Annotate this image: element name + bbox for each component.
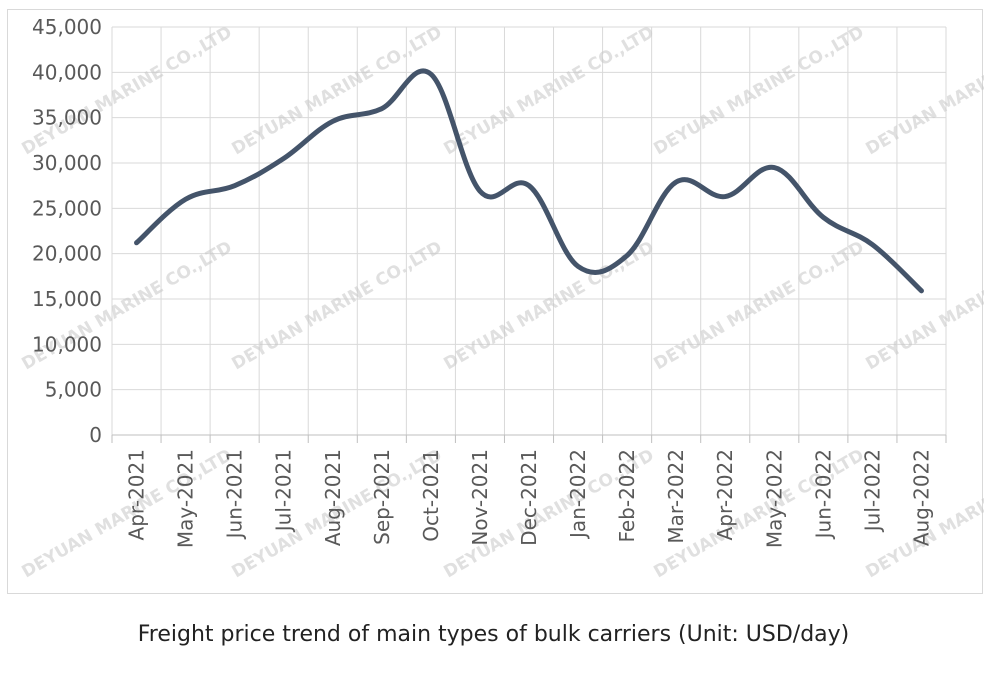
x-tick-label: Aug-2021: [321, 449, 345, 546]
y-tick-label: 40,000: [32, 60, 102, 84]
watermark-text: DEYUAN MARINE CO.,LTD: [441, 22, 658, 159]
x-tick-label: May-2021: [174, 449, 198, 548]
watermark-text: DEYUAN MARINE CO.,LTD: [863, 237, 985, 374]
x-tick-label: Jun-2021: [223, 449, 247, 540]
x-tick-label: Mar-2022: [664, 449, 688, 544]
x-tick-label: Sep-2021: [370, 449, 394, 545]
watermark-text: DEYUAN MARINE CO.,LTD: [229, 237, 446, 374]
watermark-text: DEYUAN MARINE CO.,LTD: [19, 22, 236, 159]
series-layer: [134, 68, 924, 294]
watermark-text: DEYUAN MARINE CO.,LTD: [229, 22, 446, 159]
y-tick-label: 45,000: [32, 15, 102, 39]
y-tick-label: 10,000: [32, 332, 102, 356]
y-tick-label: 15,000: [32, 287, 102, 311]
y-tick-label: 30,000: [32, 151, 102, 175]
x-tick-label: Apr-2021: [125, 449, 149, 540]
y-tick-label: 20,000: [32, 242, 102, 266]
chart-frame: DEYUAN MARINE CO.,LTD DEYUAN MARINE CO.,L…: [7, 9, 985, 594]
x-tick-label: Jul-2021: [272, 449, 296, 533]
x-tick-label: Jan-2022: [566, 449, 590, 540]
grid-layer: [111, 26, 947, 443]
watermark-text: DEYUAN MARINE CO.,LTD: [651, 237, 868, 374]
x-tick-label: May-2022: [762, 449, 786, 548]
x-axis: Apr-2021 May-2021 Jun-2021 Jul-2021 Aug-2021…: [125, 449, 934, 548]
watermark-text: DEYUAN MARINE CO.,LTD: [863, 22, 985, 159]
y-tick-label: 35,000: [32, 106, 102, 130]
x-tick-label: Oct-2021: [419, 449, 443, 542]
watermark-text: DEYUAN MARINE CO.,LTD: [651, 22, 868, 159]
series-line: [134, 68, 924, 294]
x-tick-label: Feb-2022: [615, 449, 639, 543]
x-tick-label: Jun-2022: [811, 449, 835, 540]
y-tick-label: 5,000: [45, 378, 102, 402]
x-tick-label: Nov-2021: [468, 449, 492, 546]
x-tick-label: Apr-2022: [713, 449, 737, 540]
y-axis: 0 5,000 10,000 15,000 20,000 25,000 30,000 35,0…: [32, 15, 102, 447]
x-tick-label: Dec-2021: [517, 449, 541, 546]
x-tick-label: Aug-2022: [909, 449, 933, 546]
x-tick-label: Jul-2022: [860, 449, 884, 533]
chart-caption: Freight price trend of main types of bul…: [137, 622, 850, 647]
y-tick-label: 25,000: [32, 196, 102, 220]
y-tick-label: 0: [89, 423, 102, 447]
